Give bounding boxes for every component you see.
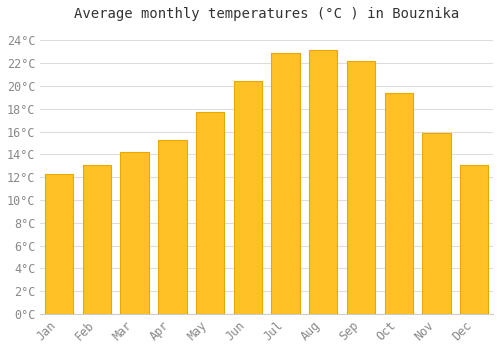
Bar <box>158 140 186 314</box>
Bar <box>83 164 111 314</box>
Bar <box>309 50 338 314</box>
Bar <box>460 164 488 314</box>
Bar <box>272 53 299 314</box>
Bar <box>196 112 224 314</box>
Bar <box>120 152 149 314</box>
Bar <box>234 82 262 314</box>
Bar <box>422 133 450 314</box>
Bar <box>347 61 375 314</box>
Title: Average monthly temperatures (°C ) in Bouznika: Average monthly temperatures (°C ) in Bo… <box>74 7 460 21</box>
Bar <box>384 93 413 314</box>
Bar <box>45 174 74 314</box>
